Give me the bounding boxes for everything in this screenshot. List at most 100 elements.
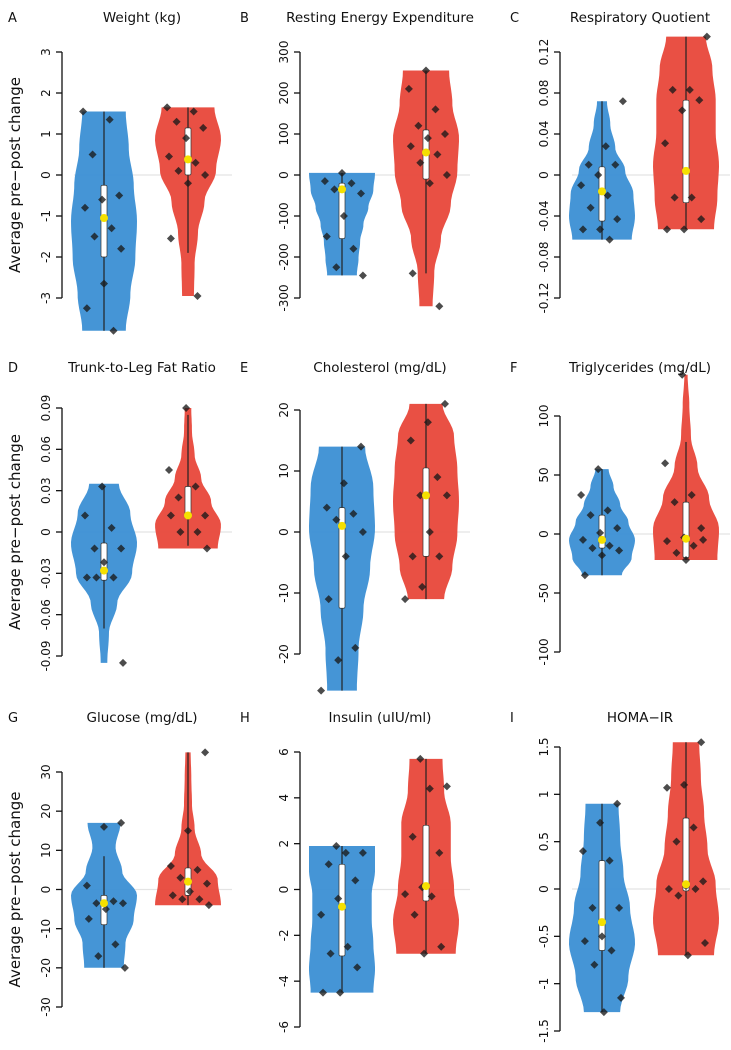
violin-treatment bbox=[653, 370, 719, 564]
data-point bbox=[109, 326, 118, 335]
data-point bbox=[172, 117, 181, 126]
data-point bbox=[435, 552, 444, 561]
data-point bbox=[702, 32, 711, 41]
data-point bbox=[617, 993, 625, 1002]
y-tick-label: 0.12 bbox=[537, 39, 551, 66]
data-point bbox=[107, 224, 116, 233]
violin-control bbox=[309, 168, 375, 280]
data-point bbox=[699, 535, 708, 544]
data-point bbox=[605, 235, 614, 244]
data-point bbox=[670, 193, 679, 202]
data-point bbox=[201, 748, 210, 757]
data-point bbox=[416, 754, 425, 763]
y-tick-label: 0 bbox=[39, 171, 53, 179]
data-point bbox=[199, 123, 208, 132]
data-point bbox=[618, 97, 627, 106]
data-point bbox=[100, 822, 108, 831]
data-point bbox=[98, 195, 107, 204]
data-point bbox=[425, 528, 434, 536]
data-point bbox=[442, 782, 451, 791]
data-point bbox=[422, 66, 430, 75]
y-tick-label: 0 bbox=[277, 528, 291, 536]
y-tick-label: 0 bbox=[277, 886, 291, 894]
median-marker bbox=[338, 902, 346, 911]
data-point bbox=[613, 215, 622, 224]
violin-treatment bbox=[155, 748, 221, 910]
y-tick-label: 1.5 bbox=[537, 737, 551, 756]
violin-treatment bbox=[155, 103, 221, 300]
y-tick-label: 50 bbox=[537, 467, 551, 482]
data-point bbox=[406, 142, 415, 151]
median-marker bbox=[338, 521, 346, 530]
y-tick-label: 300 bbox=[277, 41, 291, 64]
data-point bbox=[697, 524, 706, 533]
violin-control bbox=[569, 799, 635, 1017]
median-marker bbox=[598, 187, 606, 196]
data-point bbox=[588, 903, 597, 912]
data-point bbox=[661, 459, 670, 468]
data-point bbox=[598, 551, 606, 560]
panel-title: Weight (kg) bbox=[103, 10, 181, 26]
data-point bbox=[317, 910, 326, 919]
data-point bbox=[586, 203, 595, 212]
panel-letter: I bbox=[510, 711, 514, 726]
y-tick-label: 20 bbox=[277, 402, 291, 417]
y-tick-label: 0.06 bbox=[39, 436, 53, 463]
data-point bbox=[401, 595, 410, 604]
data-point bbox=[203, 879, 211, 888]
data-point bbox=[324, 595, 333, 604]
data-point bbox=[81, 203, 89, 212]
violin-treatment bbox=[393, 399, 459, 604]
panel-title: Insulin (uIU/ml) bbox=[329, 710, 432, 726]
data-point bbox=[687, 193, 696, 202]
data-point bbox=[418, 582, 427, 591]
data-point bbox=[182, 134, 191, 143]
y-tick-label: 0 bbox=[537, 885, 551, 893]
data-point bbox=[353, 963, 362, 972]
data-point bbox=[586, 511, 595, 520]
data-point bbox=[339, 479, 348, 488]
y-tick-label: 0.04 bbox=[537, 121, 551, 148]
data-point bbox=[605, 541, 614, 550]
iqr-box bbox=[422, 824, 430, 902]
data-point bbox=[322, 503, 331, 512]
data-point bbox=[339, 212, 348, 220]
data-point bbox=[601, 142, 610, 151]
data-point bbox=[201, 511, 210, 520]
data-point bbox=[332, 263, 341, 272]
data-point bbox=[109, 897, 118, 906]
data-point bbox=[203, 544, 211, 553]
data-point bbox=[584, 160, 593, 169]
panel-letter: G bbox=[8, 711, 18, 726]
median-marker bbox=[422, 882, 430, 891]
data-point bbox=[105, 115, 114, 124]
y-axis-label: Average pre−post change bbox=[6, 792, 24, 988]
data-point bbox=[423, 418, 432, 427]
iqr-box bbox=[422, 467, 430, 557]
data-point bbox=[109, 573, 118, 582]
data-point bbox=[82, 573, 91, 582]
y-tick-label: 0 bbox=[39, 886, 53, 894]
data-point bbox=[90, 544, 99, 553]
panel-f: F Triglycerides (mg/dL) -100 -50 0 50 100 bbox=[510, 360, 730, 666]
data-point bbox=[94, 952, 103, 961]
data-point bbox=[685, 85, 694, 94]
data-point bbox=[168, 891, 177, 900]
data-point bbox=[332, 515, 341, 524]
data-point bbox=[678, 106, 687, 115]
data-point bbox=[358, 271, 367, 280]
data-point bbox=[317, 686, 326, 695]
y-tick-label: 0 bbox=[39, 528, 53, 536]
y-tick-label: 2 bbox=[39, 89, 53, 97]
data-point bbox=[603, 506, 612, 515]
panel-letter: F bbox=[510, 361, 517, 376]
data-point bbox=[577, 181, 586, 190]
y-tick-label: -200 bbox=[277, 243, 291, 270]
y-tick-label: 6 bbox=[277, 748, 291, 756]
panel-title: Glucose (mg/dL) bbox=[87, 710, 198, 726]
y-tick-label: -2 bbox=[39, 251, 53, 263]
y-tick-label: 10 bbox=[277, 463, 291, 478]
y-tick-label: -6 bbox=[277, 1021, 291, 1033]
y-tick-label: 20 bbox=[39, 804, 53, 819]
y-tick-label: 10 bbox=[39, 843, 53, 858]
